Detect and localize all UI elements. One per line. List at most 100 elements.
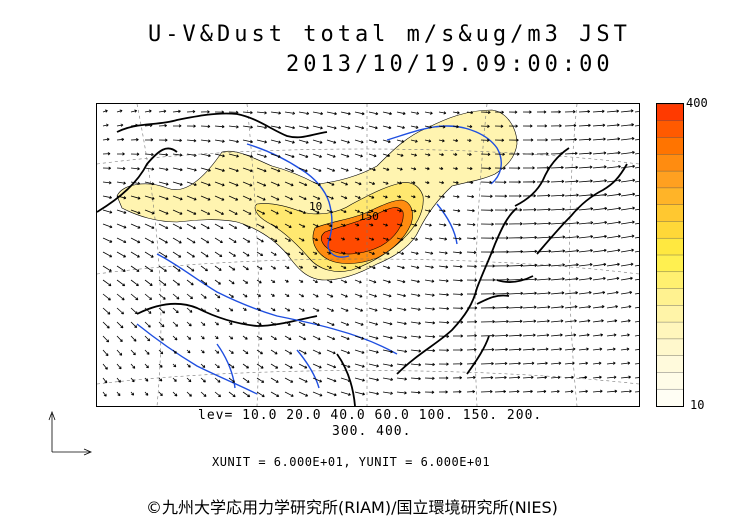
wind-vector [508,180,521,184]
wind-vector [410,181,416,185]
wind-vector [592,347,603,351]
wind-vector [592,319,604,323]
wind-vector [620,262,634,267]
wind-vector [228,363,235,369]
wind-vector [158,293,166,300]
wind-vector [186,237,196,244]
wind-vector [116,293,125,301]
wind-vector [326,265,332,269]
wind-vector [298,377,308,383]
wind-vector [480,278,496,282]
wind-vector [410,209,417,213]
wind-vector [620,220,635,225]
wind-vector [270,335,277,340]
wind-vector [410,377,421,381]
wind-vector [186,293,194,300]
wind-vector [340,265,347,269]
wind-vector [508,194,522,198]
wind-vector [494,208,508,212]
wind-vector [144,335,151,342]
wind-vector [438,251,448,255]
wind-vector [200,307,206,313]
wind-vector [368,251,375,255]
wind-vector [200,279,208,285]
wind-vector [242,321,248,326]
wind-vector [256,223,265,229]
wind-vector [144,391,149,396]
wind-vector [452,376,463,380]
wind-vector [508,208,523,212]
wind-vector [368,377,380,382]
wind-vector [620,137,635,141]
wind-vector [480,166,492,170]
wind-vector [522,208,537,212]
wind-vector [508,319,523,323]
wind-vector [298,293,305,298]
wind-vector [508,263,524,268]
wind-vector [102,265,112,272]
wind-vector [620,375,631,379]
wind-vector [312,363,322,369]
wind-vector [186,265,195,272]
wind-vector [214,279,221,285]
wind-vector [382,293,392,298]
wind-vector [620,178,636,183]
wind-vector [214,167,225,172]
wind-vector [256,125,268,129]
wind-vector [144,123,153,128]
wind-vector [340,335,350,341]
colorbar-swatch [657,338,683,357]
wind-vector [186,321,192,327]
wind-vector [368,335,379,340]
wind-vector [200,124,211,129]
wind-vector [326,307,334,312]
wind-vector [620,305,632,309]
wind-vector [186,335,192,340]
wind-vector [102,279,112,287]
wind-vector [172,377,177,382]
colorbar-swatch [657,187,683,206]
wind-vector [620,109,634,113]
wind-vector [522,249,538,254]
wind-vector [466,138,472,142]
wind-vector [592,305,605,309]
wind-vector [550,347,563,351]
wind-vector [564,193,579,197]
wind-vector [438,279,449,283]
wind-vector [298,251,304,255]
wind-vector [284,139,295,144]
wind-vector [396,279,406,284]
wind-vector [466,236,476,241]
wind-vector [186,363,191,368]
wind-vector [144,377,149,382]
wind-vector [214,391,222,398]
wind-vector [578,375,588,379]
wind-vector [550,110,561,114]
wind-vector [592,109,605,113]
wind-vector [326,377,337,383]
wind-vector [144,181,155,186]
wind-vector [536,180,550,184]
wind-vector [102,223,113,229]
wind-vector [158,363,163,368]
wind-vector [466,292,478,296]
wind-vector [354,335,365,340]
wind-vector [368,209,374,213]
wind-vector [256,279,262,284]
wind-vector [368,363,379,368]
wind-vector [494,110,504,114]
wind-vector [116,237,127,244]
wind-vector [480,333,495,338]
map-canvas: 10 150 [97,104,639,406]
wind-vector [606,151,621,155]
wind-vector [102,181,112,185]
wind-vector [270,391,280,397]
wind-vector [606,375,617,379]
wind-vector [424,376,435,380]
wind-vector [144,349,150,355]
wind-vector [158,307,166,314]
wind-vector [214,237,223,244]
wind-vector [158,138,168,142]
wind-vector [354,293,363,298]
wind-vector [270,195,280,201]
